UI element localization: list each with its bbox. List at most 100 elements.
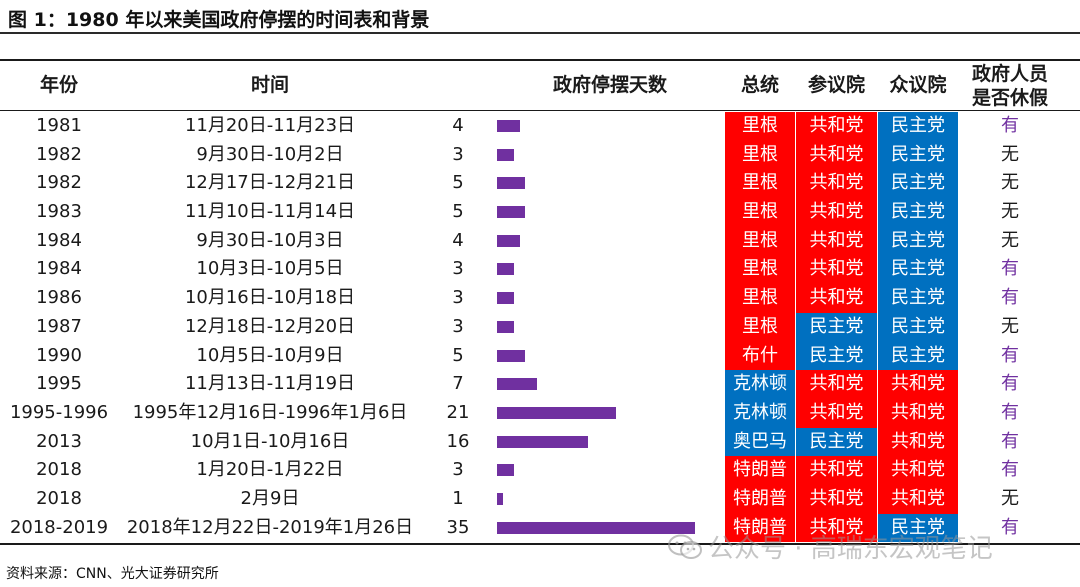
table-row: 1995-1996 1995年12月16日-1996年1月6日 21 克林顿 共和党 共和… [0,398,1080,428]
house-cell: 共和党 [878,427,958,457]
header-house: 众议院 [889,74,947,96]
days-bar [497,492,503,505]
days-bar [497,148,514,161]
days-bar [497,320,514,333]
days-cell: 21 [446,401,470,423]
president-cell: 里根 [725,169,795,199]
table-row: 1982 9月30日-10月2日 3 里根 共和党 民主党 无 [0,140,1080,170]
senate-cell: 共和党 [796,513,877,543]
president-cell: 里根 [725,140,795,170]
house-cell: 民主党 [878,513,958,543]
table-row: 1986 10月16日-10月18日 3 里根 共和党 民主党 有 [0,284,1080,313]
table-bottom-rule [0,543,1080,545]
days-cell: 3 [452,315,464,337]
days-cell: 4 [452,229,464,251]
furlough-cell: 有 [1001,459,1019,481]
time-cell: 10月16日-10月18日 [184,287,356,309]
senate-cell: 共和党 [796,169,877,199]
president-cell: 里根 [725,255,795,285]
time-cell: 1月20日-1月22日 [196,459,344,481]
days-bar-track [497,313,717,342]
year-cell: 1983 [36,201,82,223]
days-bar [497,349,525,362]
year-cell: 1982 [36,172,82,194]
senate-cell: 共和党 [796,284,877,313]
furlough-cell: 有 [1001,344,1019,366]
days-bar-track [497,255,717,284]
table-row: 2018 2月9日 1 特朗普 共和党 共和党无 [0,484,1080,514]
year-cell: 1981 [36,115,82,136]
senate-cell: 共和党 [796,484,877,514]
days-cell: 5 [452,201,464,223]
days-cell: 4 [452,115,464,136]
time-cell: 12月18日-12月20日 [184,315,356,337]
days-bar-track [497,342,717,371]
senate-cell: 民主党 [796,312,877,342]
watermark: 公众号 · 高瑞东宏观笔记 [668,528,993,565]
furlough-cell: 无 [1001,315,1019,337]
table-row: 2013 10月1日-10月16日 16 奥巴马 民主党 共和党 有 [0,427,1080,457]
house-cell: 民主党 [878,198,958,227]
senate-cell: 民主党 [796,341,877,371]
header-leave: 政府人员 是否休假 [960,62,1060,110]
days-cell: 3 [452,287,464,309]
table-row: 1981 11月20日-11月23日 4 里根 共和党 民主党 有 [0,112,1080,141]
days-bar-track [497,485,717,514]
furlough-cell: 有 [1001,115,1019,136]
days-cell: 16 [446,430,470,452]
president-cell: 特朗普 [725,513,795,543]
header-bottom-rule [0,110,1080,111]
president-cell: 克林顿 [725,398,795,428]
senate-cell: 共和党 [796,370,877,399]
house-cell: 民主党 [878,255,958,285]
house-cell: 民主党 [878,284,958,313]
furlough-cell: 无 [1001,143,1019,165]
watermark-text: 公众号 · 高瑞东宏观笔记 [708,534,993,564]
year-cell: 1984 [36,258,82,280]
days-bar-track [497,428,717,457]
furlough-cell: 无 [1001,487,1019,509]
table-row: 2018 1月20日-1月22日 3 特朗普 共和党 共和党有 [0,456,1080,485]
time-cell: 11月20日-11月23日 [184,115,356,136]
year-cell: 2018 [36,459,82,481]
house-cell: 共和党 [878,456,958,485]
senate-cell: 共和党 [796,255,877,285]
house-cell: 共和党 [878,484,958,514]
year-cell: 2013 [36,430,82,452]
days-cell: 3 [452,143,464,165]
senate-cell: 共和党 [796,226,877,256]
days-bar [497,263,514,276]
days-cell: 5 [452,172,464,194]
time-cell: 12月17日-12月21日 [184,172,356,194]
furlough-cell: 无 [1001,201,1019,223]
furlough-cell: 有 [1001,430,1019,452]
days-bar-track [497,284,717,313]
wechat-icon [668,534,702,559]
year-cell: 1995 [36,373,82,395]
header-leave-line2: 是否休假 [971,87,1048,109]
time-cell: 9月30日-10月2日 [196,143,344,165]
days-cell: 1 [452,487,464,509]
senate-cell: 共和党 [796,456,877,485]
year-cell: 1984 [36,229,82,251]
house-cell: 民主党 [878,226,958,256]
year-cell: 1995-1996 [9,401,109,423]
days-bar [497,234,520,247]
year-cell: 1986 [36,287,82,309]
furlough-cell: 有 [1001,373,1019,395]
time-cell: 1995年12月16日-1996年1月6日 [132,401,408,423]
year-cell: 1982 [36,143,82,165]
days-bar-track [497,514,717,543]
time-cell: 10月3日-10月5日 [196,258,344,280]
house-cell: 共和党 [878,370,958,399]
table-row: 2018-2019 2018年12月22日-2019年1月26日 35 特朗普 共和党民… [0,513,1080,543]
header-leave-line1: 政府人员 [971,63,1048,85]
furlough-cell: 无 [1001,229,1019,251]
house-cell: 民主党 [878,341,958,371]
president-cell: 里根 [725,198,795,227]
time-cell: 10月5日-10月9日 [196,344,344,366]
days-bar [497,435,588,448]
days-bar [497,464,514,477]
days-bar-track [497,399,717,428]
days-bar-track [497,370,717,399]
